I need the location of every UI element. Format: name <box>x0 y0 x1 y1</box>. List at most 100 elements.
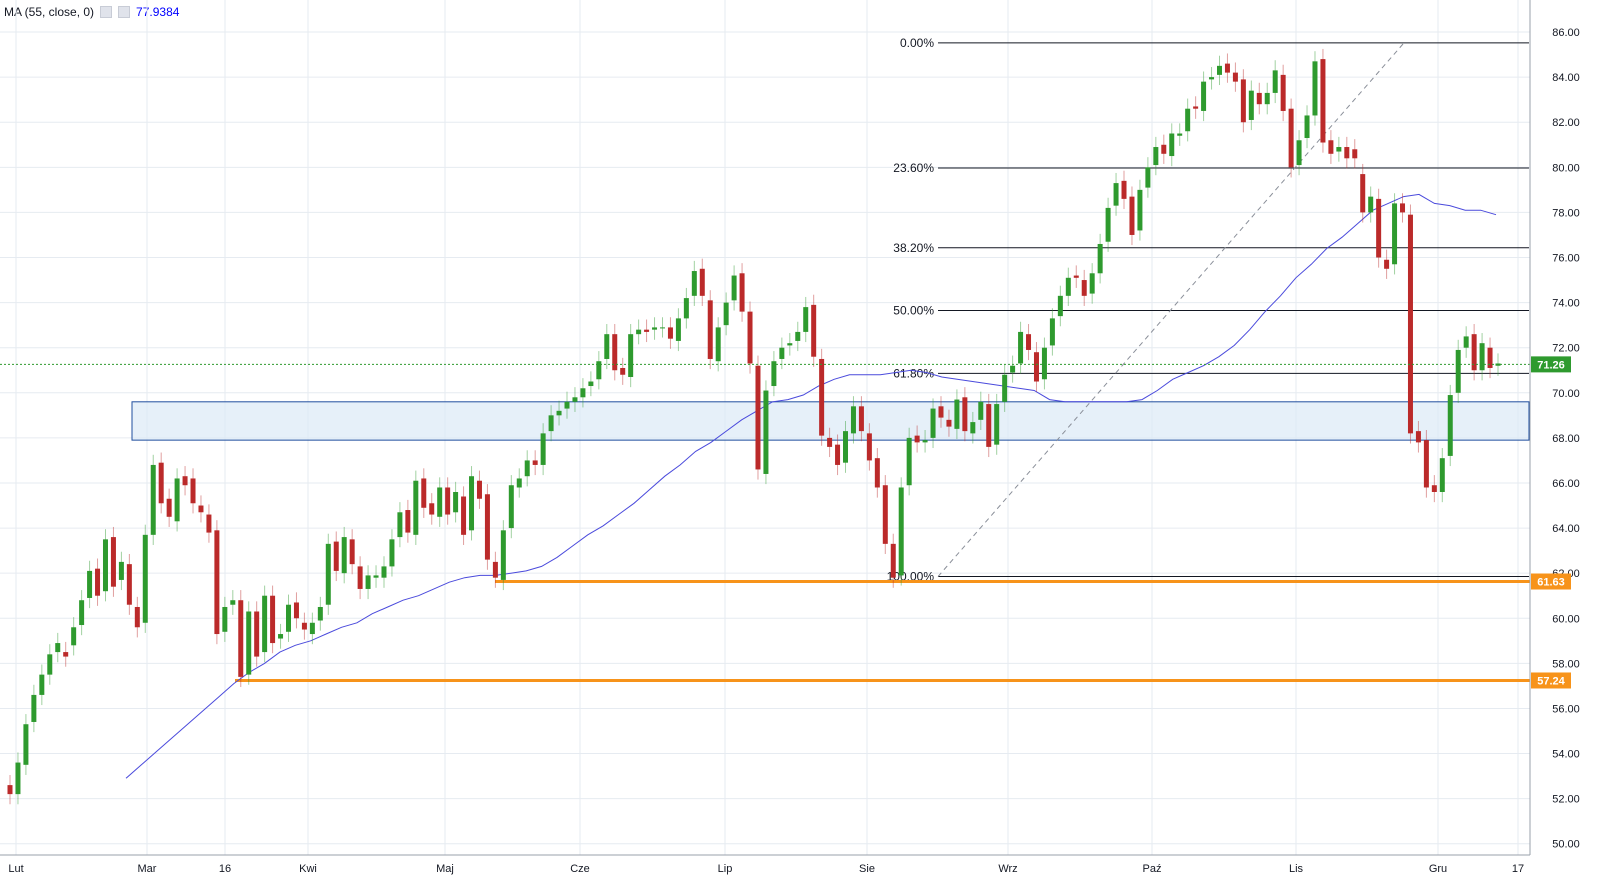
candle-up <box>230 600 236 605</box>
candle-up <box>174 478 180 522</box>
candle-down <box>1081 280 1087 296</box>
candle-down <box>819 358 825 436</box>
candle-down <box>1240 79 1246 123</box>
candle-up <box>803 307 809 332</box>
candle-up <box>39 674 45 695</box>
y-tick-label: 56.00 <box>1552 703 1580 715</box>
candle-up <box>1105 207 1111 242</box>
candle-up <box>286 604 292 632</box>
candle-down <box>532 460 538 465</box>
candle-up <box>850 406 856 434</box>
candle-up <box>556 410 562 416</box>
candle-up <box>548 415 554 432</box>
y-tick-label: 64.00 <box>1552 523 1580 535</box>
x-tick-label: Gru <box>1429 863 1447 875</box>
y-tick-label: 86.00 <box>1552 27 1580 39</box>
candle-down <box>620 367 626 375</box>
x-tick-label: 17 <box>1512 863 1524 875</box>
x-tick-label: Lut <box>8 863 23 875</box>
y-tick-label: 68.00 <box>1552 433 1580 445</box>
candle-down <box>707 300 713 359</box>
y-tick-label: 80.00 <box>1552 162 1580 174</box>
candle-down <box>357 566 363 589</box>
candle-down <box>1320 59 1326 143</box>
candle-up <box>278 634 284 639</box>
candle-down <box>1161 144 1167 154</box>
candle-down <box>835 444 841 465</box>
candle-down <box>914 435 920 443</box>
candle-down <box>1224 63 1230 73</box>
candle-down <box>1026 334 1032 350</box>
y-tick-label: 50.00 <box>1552 839 1580 851</box>
candle-up <box>47 654 53 675</box>
x-tick-label: Maj <box>436 863 454 875</box>
candle-up <box>596 361 602 380</box>
fib-level-label: 38.20% <box>893 241 934 255</box>
candle-up <box>1336 147 1342 152</box>
candle-down <box>214 530 220 635</box>
close-icon[interactable] <box>118 6 131 18</box>
candle-down <box>946 419 952 427</box>
candle-down <box>1400 203 1406 213</box>
candle-up <box>675 318 681 341</box>
candle-down <box>190 478 196 504</box>
support-resistance-zone <box>131 401 1530 441</box>
candle-down <box>1384 259 1390 269</box>
candle-down <box>1073 275 1079 278</box>
y-tick-label: 82.00 <box>1552 117 1580 129</box>
candle-down <box>1487 347 1493 368</box>
candle-up <box>843 431 849 463</box>
candle-down <box>1129 196 1135 235</box>
candle-up <box>1018 331 1024 364</box>
candle-down <box>254 611 260 657</box>
indicator-name[interactable]: MA (55, close, 0) <box>4 5 95 19</box>
candle-down <box>938 406 944 418</box>
candle-down <box>986 404 992 447</box>
candle-up <box>1185 108 1191 132</box>
candle-up <box>652 327 658 330</box>
support-price-tag <box>1531 573 1571 590</box>
x-tick-label: Sie <box>859 863 875 875</box>
candle-down <box>158 462 164 504</box>
candle-down <box>1344 147 1350 159</box>
candle-up <box>365 575 371 589</box>
candle-up <box>1137 189 1143 231</box>
candle-up <box>779 347 785 359</box>
candle-up <box>102 539 108 592</box>
x-tick-label: Wrz <box>998 863 1017 875</box>
x-tick-label: Lis <box>1289 863 1304 875</box>
candle-down <box>270 595 276 644</box>
candle-up <box>1368 196 1374 213</box>
candle-up <box>381 566 387 578</box>
gear-icon[interactable] <box>100 6 113 18</box>
candle-up <box>731 275 737 301</box>
candle-down <box>166 498 172 517</box>
candle-up <box>1097 243 1103 274</box>
candle-up <box>580 388 586 398</box>
candle-up <box>118 561 124 580</box>
y-tick-label: 70.00 <box>1552 388 1580 400</box>
candle-up <box>246 611 252 675</box>
candle-up <box>1113 183 1119 206</box>
fib-trend-line <box>937 42 1405 577</box>
candle-up <box>930 408 936 438</box>
x-tick-label: Paź <box>1143 863 1162 875</box>
candle-down <box>182 476 188 486</box>
candle-up <box>516 478 522 488</box>
candle-up <box>994 404 1000 445</box>
candle-down <box>1288 108 1294 168</box>
candle-up <box>763 390 769 474</box>
candle-up <box>341 537 347 574</box>
candle-down <box>1352 149 1358 159</box>
candle-down <box>126 564 132 605</box>
candle-up <box>23 724 29 765</box>
candle-up <box>1455 349 1461 393</box>
candle-up <box>906 437 912 486</box>
candle-up <box>1089 273 1095 294</box>
candle-down <box>421 478 427 508</box>
candle-down <box>882 485 888 544</box>
y-tick-label: 54.00 <box>1552 749 1580 761</box>
moving-average-line <box>125 193 1497 779</box>
x-tick-label: Mar <box>138 863 157 875</box>
